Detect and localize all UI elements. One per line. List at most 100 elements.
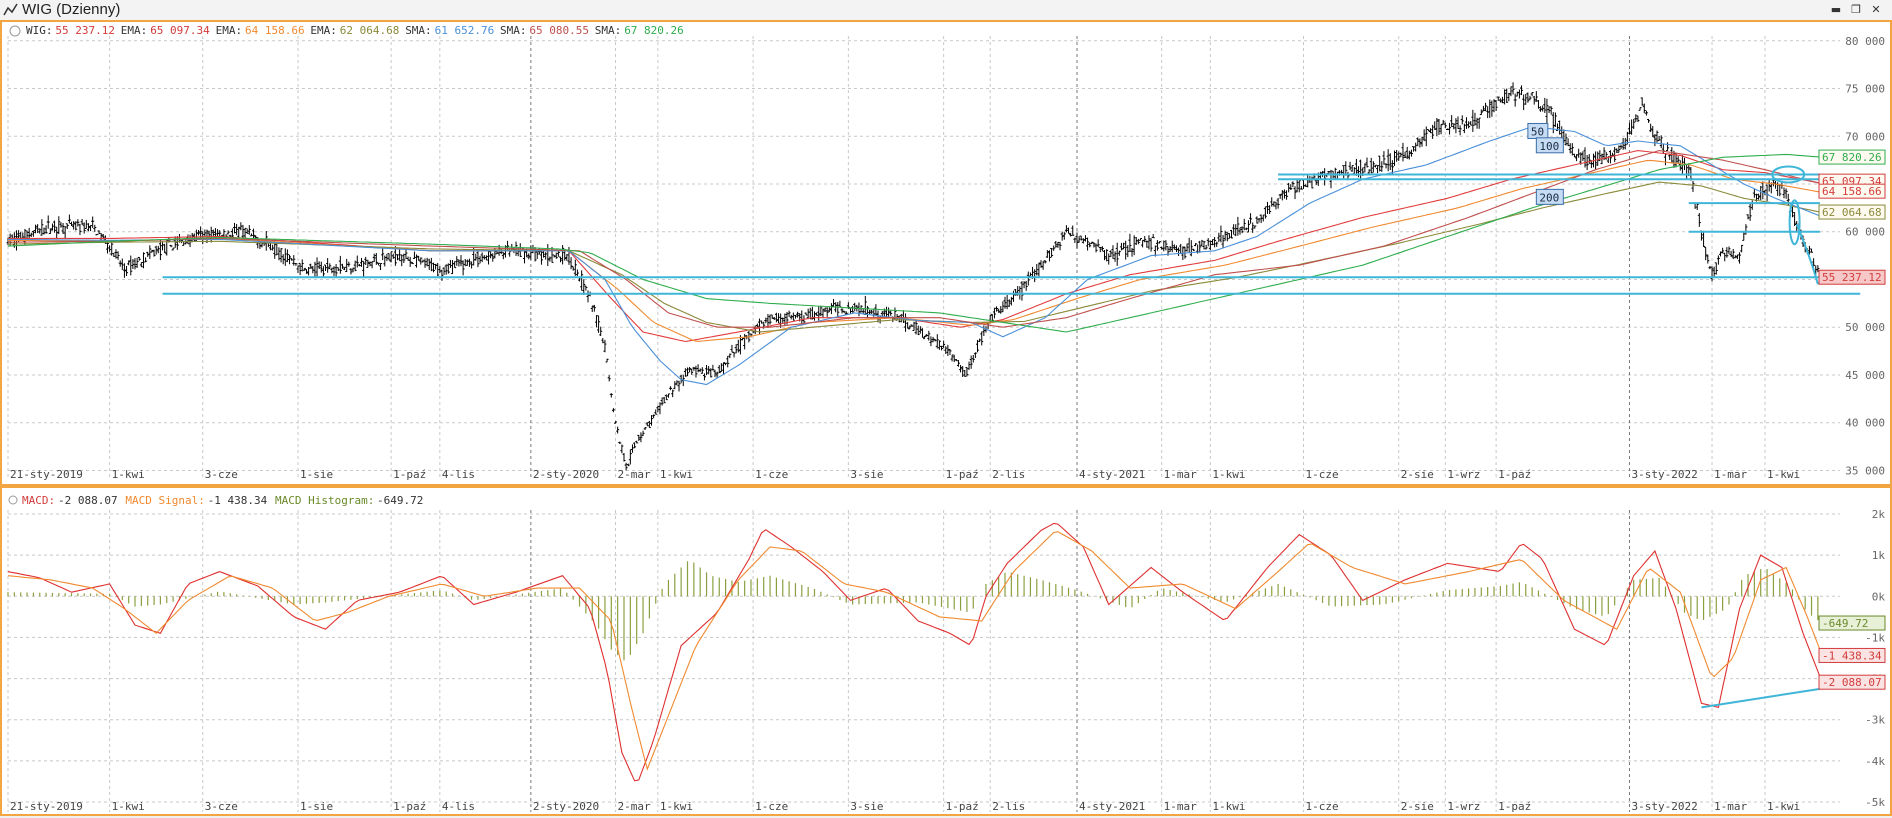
window-title: WIG (Dzienny) (22, 1, 121, 18)
legend-label: EMA: (310, 24, 337, 37)
x-tick-label: 1-kwi (660, 468, 693, 481)
x-tick-label: 1-kwi (1767, 800, 1800, 813)
ma-period-label: 100 (1539, 140, 1559, 153)
x-tick-label: 2-lis (992, 468, 1025, 481)
legend-value: 65 097.34 (150, 24, 210, 37)
y-tick-label: 2k (1872, 508, 1886, 521)
x-tick-label: 2-sie (1401, 800, 1434, 813)
ma-line-ema_mid (7, 159, 1821, 342)
macd-tag-label: -2 088.07 (1822, 676, 1882, 689)
title-bar[interactable]: WIG (Dzienny) ▬ ❐ ✕ (0, 0, 1892, 21)
x-tick-label: 1-paź (946, 468, 979, 481)
macd-tag (1818, 615, 1886, 631)
close-icon[interactable]: ✕ (1871, 3, 1881, 16)
x-tick-label: 4-lis (442, 800, 475, 813)
price-tag (1818, 269, 1886, 285)
minimize-icon[interactable]: ▬ (1830, 3, 1842, 16)
x-tick-label: 1-kwi (112, 468, 145, 481)
x-tick-label: 2-mar (618, 468, 651, 481)
x-tick-label: 21-sty-2019 (10, 468, 83, 481)
x-tick-label: 1-paź (946, 800, 979, 813)
highlight-ellipse (1771, 165, 1806, 184)
x-tick-label: 1-kwi (1767, 468, 1800, 481)
macd-tag-label: -1 438.34 (1822, 649, 1882, 662)
price-panel-bg (2, 22, 1890, 484)
x-tick-label: 2-mar (618, 800, 651, 813)
x-tick-label: 4-lis (442, 468, 475, 481)
x-tick-label: 2-sty-2020 (533, 800, 599, 813)
ma-period-label: 50 (1531, 125, 1544, 138)
y-tick-label: 60 000 (1845, 226, 1885, 239)
x-tick-label: 3-sty-2022 (1631, 800, 1697, 813)
trend-arrow (1795, 223, 1819, 285)
x-tick-label: 1-paź (393, 468, 426, 481)
x-tick-label: 1-paź (1498, 468, 1531, 481)
x-tick-label: 1-mar (1714, 468, 1747, 481)
legend-label: SMA: (595, 24, 622, 37)
y-tick-label: 0k (1872, 590, 1886, 603)
x-tick-label: 1-wrz (1447, 468, 1480, 481)
price-tag (1818, 204, 1886, 220)
price-tag (1818, 149, 1886, 165)
y-tick-label: -3k (1865, 714, 1885, 727)
ma-line-sma_slow (7, 153, 1821, 333)
x-tick-label: 4-sty-2021 (1079, 468, 1145, 481)
legend-value: -649.72 (377, 494, 423, 507)
x-tick-label: 21-sty-2019 (10, 800, 83, 813)
x-tick-label: 1-cze (755, 468, 788, 481)
macd-tag (1818, 674, 1886, 690)
x-tick-label: 2-sie (1401, 468, 1434, 481)
y-tick-label: 75 000 (1845, 83, 1885, 96)
x-tick-label: 1-kwi (660, 800, 693, 813)
macd-line-macd_signal (7, 531, 1821, 771)
panel-separator (2, 484, 1890, 488)
y-tick-label: 1k (1872, 549, 1886, 562)
legend-label: MACD Histogram: (275, 494, 374, 507)
y-tick-label: -1k (1865, 631, 1885, 644)
legend-label: WIG: (26, 24, 53, 37)
x-tick-label: 1-wrz (1447, 800, 1480, 813)
legend-value: 55 237.12 (55, 24, 115, 37)
x-tick-label: 2-sty-2020 (533, 468, 599, 481)
x-tick-label: 1-cze (755, 800, 788, 813)
price-tag-label: 67 820.26 (1822, 151, 1882, 164)
macd-tag-label: -649.72 (1822, 617, 1868, 630)
x-tick-label: 3-cze (205, 800, 238, 813)
legend-value: -1 438.34 (208, 494, 268, 507)
price-tag-label: 62 064.68 (1822, 206, 1882, 219)
x-tick-label: 1-cze (1305, 800, 1338, 813)
x-tick-label: 3-sie (850, 468, 883, 481)
x-tick-label: 1-kwi (112, 800, 145, 813)
drag-handle-icon (9, 25, 21, 37)
x-tick-label: 3-cze (205, 468, 238, 481)
x-tick-label: 1-paź (393, 800, 426, 813)
ma-period-box (1535, 188, 1564, 205)
legend-label: EMA: (216, 24, 243, 37)
highlight-ellipse-vertical (1788, 199, 1801, 246)
price-tag-label: 64 158.66 (1822, 185, 1882, 198)
y-tick-label: 70 000 (1845, 130, 1885, 143)
macd-histogram (7, 561, 1819, 661)
macd-line-macd_line (7, 522, 1821, 782)
legend-value: 61 652.76 (435, 24, 495, 37)
y-tick-label: -4k (1865, 755, 1885, 768)
y-tick-label: 40 000 (1845, 417, 1885, 430)
x-tick-label: 4-sty-2021 (1079, 800, 1145, 813)
x-tick-label: 1-paź (1498, 800, 1531, 813)
y-tick-label: 80 000 (1845, 35, 1885, 48)
divergence-line (1701, 687, 1821, 709)
x-tick-label: 3-sie (850, 800, 883, 813)
legend-label: MACD: (22, 494, 55, 507)
y-tick-label: 45 000 (1845, 369, 1885, 382)
y-tick-label: -5k (1865, 796, 1885, 809)
restore-icon[interactable]: ❐ (1851, 3, 1861, 16)
x-tick-label: 1-sie (300, 468, 333, 481)
legend-label: SMA: (500, 24, 527, 37)
x-tick-label: 1-kwi (1212, 800, 1245, 813)
legend-label: SMA: (405, 24, 432, 37)
legend-label: EMA: (121, 24, 148, 37)
legend-value: 62 064.68 (340, 24, 400, 37)
legend-value: -2 088.07 (58, 494, 118, 507)
